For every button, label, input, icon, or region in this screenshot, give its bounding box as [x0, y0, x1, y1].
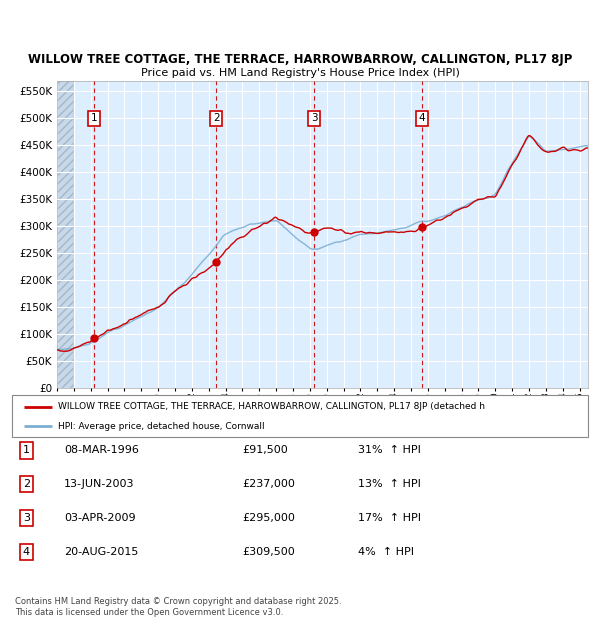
- Text: 1: 1: [91, 113, 97, 123]
- Text: 3: 3: [23, 513, 30, 523]
- Text: 31%  ↑ HPI: 31% ↑ HPI: [358, 445, 421, 456]
- Text: 2: 2: [213, 113, 220, 123]
- Text: 08-MAR-1996: 08-MAR-1996: [64, 445, 139, 456]
- Text: 4: 4: [418, 113, 425, 123]
- Text: 1: 1: [23, 445, 30, 456]
- Text: WILLOW TREE COTTAGE, THE TERRACE, HARROWBARROW, CALLINGTON, PL17 8JP (detached h: WILLOW TREE COTTAGE, THE TERRACE, HARROW…: [58, 402, 485, 411]
- Text: 17%  ↑ HPI: 17% ↑ HPI: [358, 513, 421, 523]
- Text: Contains HM Land Registry data © Crown copyright and database right 2025.
This d: Contains HM Land Registry data © Crown c…: [15, 598, 341, 617]
- Text: £237,000: £237,000: [242, 479, 295, 489]
- Text: £295,000: £295,000: [242, 513, 295, 523]
- Text: £91,500: £91,500: [242, 445, 288, 456]
- Text: 4: 4: [23, 547, 30, 557]
- Text: Price paid vs. HM Land Registry's House Price Index (HPI): Price paid vs. HM Land Registry's House …: [140, 68, 460, 78]
- Text: 03-APR-2009: 03-APR-2009: [64, 513, 136, 523]
- Text: 3: 3: [311, 113, 317, 123]
- Text: 13%  ↑ HPI: 13% ↑ HPI: [358, 479, 421, 489]
- Text: £309,500: £309,500: [242, 547, 295, 557]
- Text: 2: 2: [23, 479, 30, 489]
- Text: 13-JUN-2003: 13-JUN-2003: [64, 479, 134, 489]
- Text: 20-AUG-2015: 20-AUG-2015: [64, 547, 138, 557]
- Text: 4%  ↑ HPI: 4% ↑ HPI: [358, 547, 413, 557]
- Text: WILLOW TREE COTTAGE, THE TERRACE, HARROWBARROW, CALLINGTON, PL17 8JP: WILLOW TREE COTTAGE, THE TERRACE, HARROW…: [28, 53, 572, 66]
- Text: HPI: Average price, detached house, Cornwall: HPI: Average price, detached house, Corn…: [58, 422, 265, 431]
